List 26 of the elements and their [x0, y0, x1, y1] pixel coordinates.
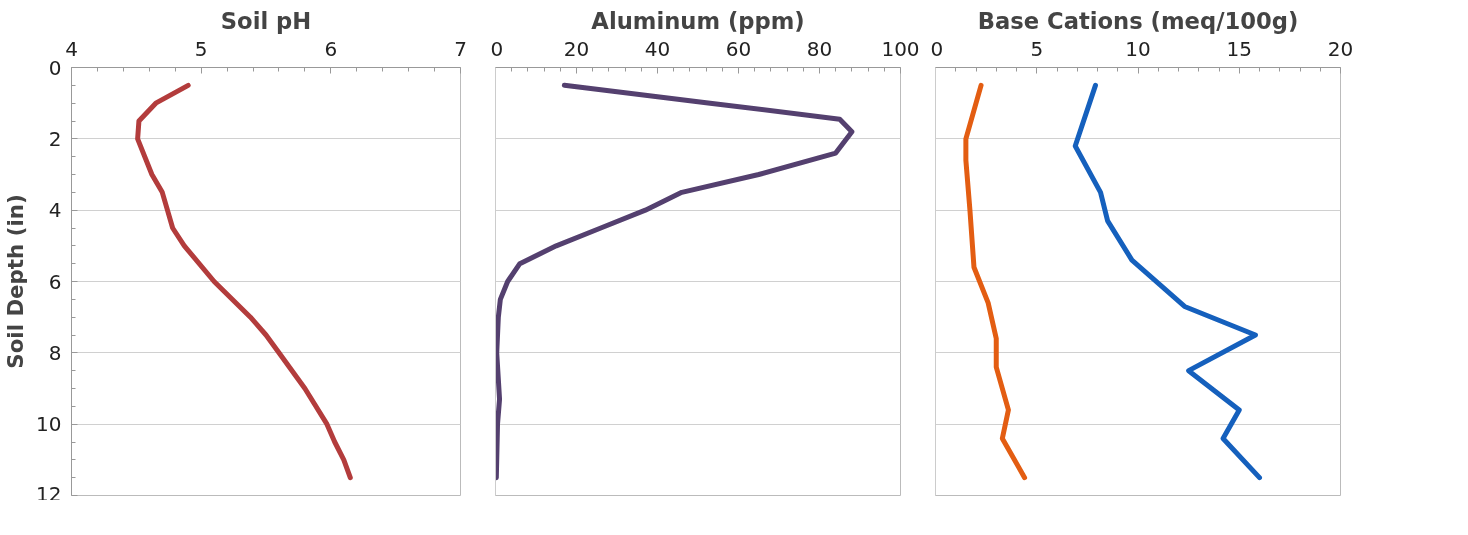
x-tick-label: 6	[324, 36, 338, 61]
y-axis-title: Soil Depth (in)	[3, 194, 29, 369]
x-tick-label: 5	[1030, 36, 1044, 61]
y-tick-label: 2	[48, 126, 62, 151]
y-tick-label: 12	[36, 481, 62, 506]
x-tick-label: 100	[881, 36, 920, 61]
x-tick-label: 0	[930, 36, 944, 61]
x-tick-label: 80	[806, 36, 833, 61]
chart-title: Soil pH	[220, 7, 312, 34]
y-tick-label: 0	[48, 55, 62, 80]
x-tick-label: 0	[490, 36, 504, 61]
chart-title: Base Cations (meq/100g)	[977, 7, 1299, 34]
y-tick-label: 6	[48, 269, 62, 294]
y-tick-label: 10	[36, 412, 62, 437]
x-tick-label: 20	[563, 36, 590, 61]
y-tick-label: 4	[48, 198, 62, 223]
x-tick-label: 20	[1327, 36, 1354, 61]
x-tick-label: 40	[644, 36, 671, 61]
x-tick-label: 10	[1125, 36, 1151, 61]
x-tick-label: 5	[194, 36, 208, 61]
y-tick-label: 8	[48, 340, 62, 365]
x-tick-label: 60	[725, 36, 752, 61]
chart-title: Aluminum (ppm)	[591, 7, 805, 34]
x-tick-label: 15	[1226, 36, 1252, 61]
x-tick-label: 7	[454, 36, 467, 61]
x-tick-label: 4	[65, 36, 78, 61]
